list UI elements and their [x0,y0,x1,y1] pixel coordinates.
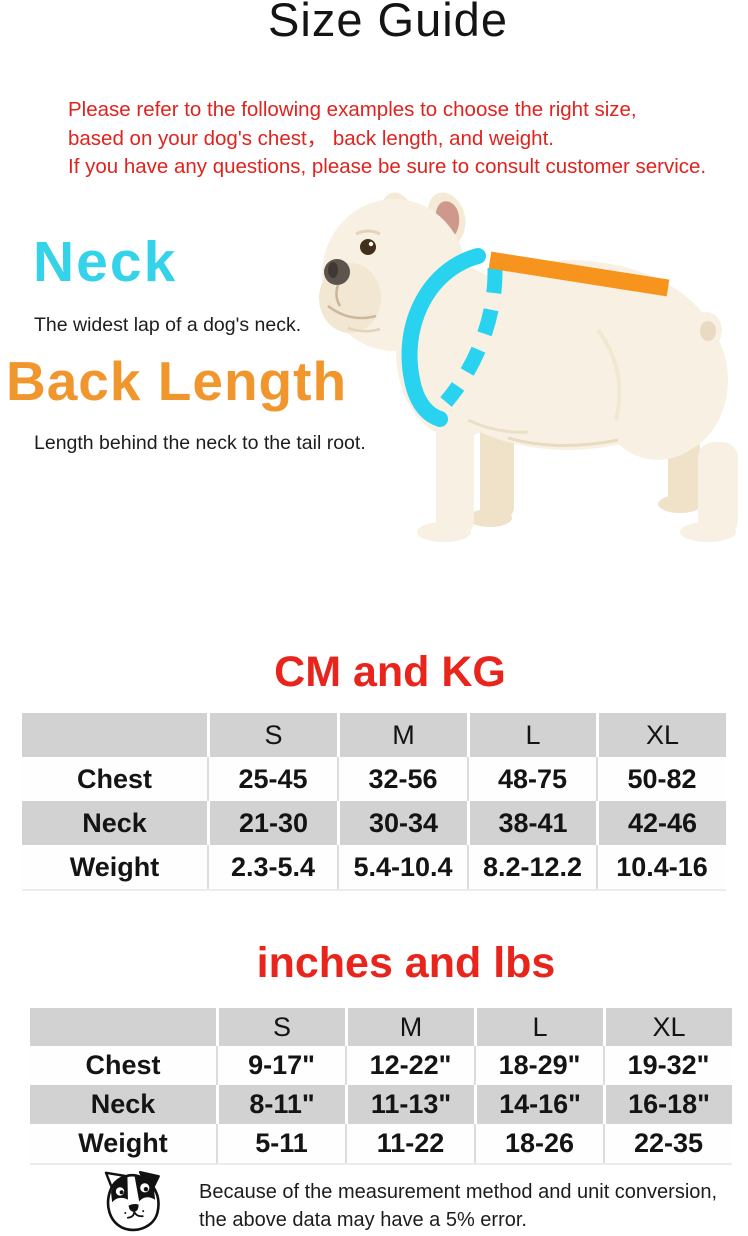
col-header-l: L [474,1008,603,1046]
cell-neck-l: 14-16" [474,1085,603,1124]
back-length-measure-label: Back Length [6,350,348,412]
row-label-weight: Weight [30,1124,216,1163]
table-header-row: S M L XL [30,1008,732,1046]
cell-chest-m: 32-56 [337,757,467,801]
table-row-weight: Weight 5-11 11-22 18-26 22-35 [30,1124,732,1163]
dog-face-icon [104,1171,160,1232]
table-row-chest: Chest 9-17" 12-22" 18-29" 19-32" [30,1046,732,1085]
cell-chest-m: 12-22" [345,1046,474,1085]
cell-neck-m: 11-13" [345,1085,474,1124]
col-header-s: S [216,1008,345,1046]
cell-chest-xl: 50-82 [596,757,726,801]
intro-line-1: Please refer to the following examples t… [68,98,637,121]
cell-weight-l: 18-26 [474,1124,603,1163]
row-label-neck: Neck [30,1085,216,1124]
footnote-line-2: the above data may have a 5% error. [199,1208,527,1231]
cell-weight-s: 5-11 [216,1124,345,1163]
col-header-l: L [467,713,596,757]
table-row-weight: Weight 2.3-5.4 5.4-10.4 8.2-12.2 10.4-16 [22,845,726,889]
row-label-chest: Chest [22,757,207,801]
size-table-cm-kg: S M L XL Chest 25-45 32-56 48-75 50-82 N… [22,713,726,891]
cell-weight-l: 8.2-12.2 [467,845,596,889]
cell-chest-l: 18-29" [474,1046,603,1085]
intro-text: Please refer to the following examples t… [68,96,740,182]
footnote-text: Because of the measurement method and un… [199,1179,719,1234]
page-title: Size Guide [268,0,508,46]
cell-weight-xl: 22-35 [603,1124,732,1163]
col-header-xl: XL [603,1008,732,1046]
size-table-inches-lbs: S M L XL Chest 9-17" 12-22" 18-29" 19-32… [30,1008,732,1165]
cell-weight-s: 2.3-5.4 [207,845,337,889]
cell-weight-xl: 10.4-16 [596,845,726,889]
table-row-neck: Neck 21-30 30-34 38-41 42-46 [22,801,726,845]
footnote-line-1: Because of the measurement method and un… [199,1181,718,1203]
cell-neck-s: 8-11" [216,1085,345,1124]
neck-band-marker [401,248,503,427]
cell-chest-l: 48-75 [467,757,596,801]
intro-line-3: If you have any questions, please be sur… [68,155,707,178]
cell-neck-m: 30-34 [337,801,467,845]
table-header-row: S M L XL [22,713,726,757]
col-header-s: S [207,713,337,757]
col-header-m: M [337,713,467,757]
dog-head [319,192,466,351]
table-cm-kg-title: CM and KG [274,648,506,696]
cell-chest-s: 9-17" [216,1046,345,1085]
cell-neck-s: 21-30 [207,801,337,845]
cell-neck-xl: 16-18" [603,1085,732,1124]
row-label-weight: Weight [22,845,207,889]
cell-neck-l: 38-41 [467,801,596,845]
intro-line-2: based on your dog's chest， back length, … [68,126,554,150]
cell-weight-m: 11-22 [345,1124,474,1163]
table-inches-lbs-title: inches and lbs [256,939,556,987]
corner-cell [30,1008,216,1046]
table-row-chest: Chest 25-45 32-56 48-75 50-82 [22,757,726,801]
row-label-chest: Chest [30,1046,216,1085]
corner-cell [22,713,207,757]
cell-weight-m: 5.4-10.4 [337,845,467,889]
neck-measure-label: Neck [33,230,178,294]
back-length-bar-marker [488,251,670,297]
col-header-m: M [345,1008,474,1046]
cell-chest-xl: 19-32" [603,1046,732,1085]
table-row-neck: Neck 8-11" 11-13" 14-16" 16-18" [30,1085,732,1124]
row-label-neck: Neck [22,801,207,845]
dog-photo-illustration [319,192,738,542]
col-header-xl: XL [596,713,726,757]
cell-neck-xl: 42-46 [596,801,726,845]
cell-chest-s: 25-45 [207,757,337,801]
back-length-measure-description: Length behind the neck to the tail root. [34,432,366,454]
neck-measure-description: The widest lap of a dog's neck. [34,314,302,336]
